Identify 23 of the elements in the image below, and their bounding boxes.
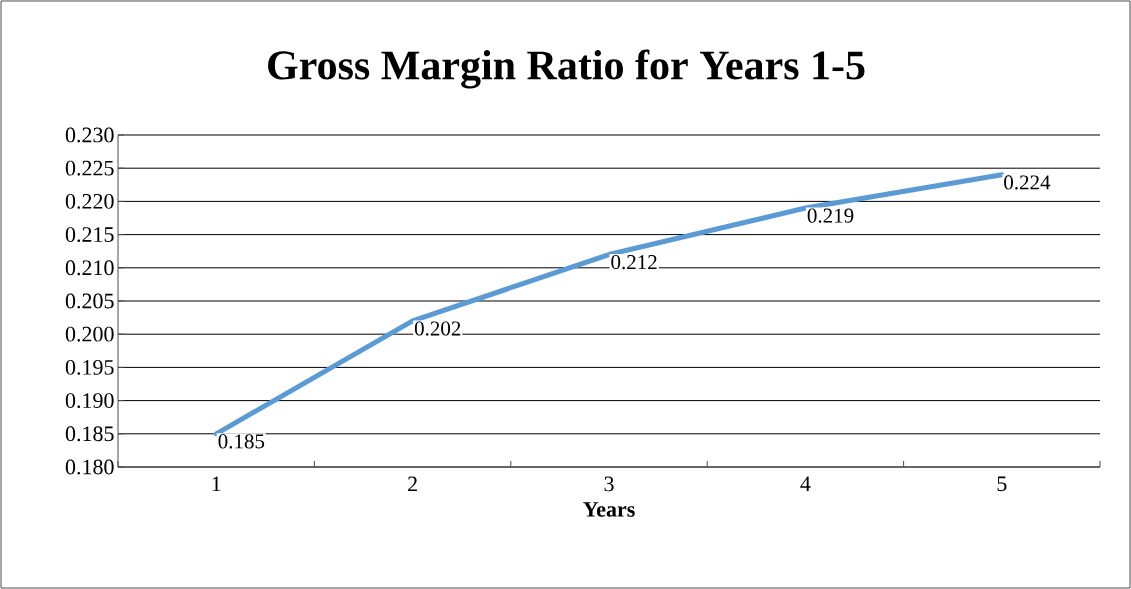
y-tick-label: 0.190 [65,393,114,409]
data-label: 0.185 [218,434,265,449]
y-tick-label: 0.200 [65,326,114,342]
y-tick-label: 0.180 [65,459,114,475]
chart-title: Gross Margin Ratio for Years 1-5 [268,49,865,89]
y-tick-label: 0.215 [65,227,114,243]
y-tick-label: 0.210 [65,260,114,276]
data-label: 0.219 [807,208,854,223]
y-tick-label: 0.230 [65,127,114,143]
x-tick-label: 4 [800,476,811,491]
data-label: 0.202 [414,321,461,336]
data-label: 0.224 [1004,175,1051,190]
y-tick-label: 0.205 [65,293,114,309]
x-tick-label: 5 [997,476,1007,492]
y-tick-label: 0.225 [65,160,114,176]
y-tick-label: 0.220 [65,193,114,209]
x-tick-label: 1 [212,476,221,492]
x-tick-label: 3 [604,476,614,492]
x-tick-label: 2 [408,476,417,492]
y-tick-label: 0.195 [65,359,114,375]
y-tick-label: 0.185 [65,426,114,442]
x-axis-title: Years [583,502,635,517]
data-label: 0.212 [611,255,657,270]
